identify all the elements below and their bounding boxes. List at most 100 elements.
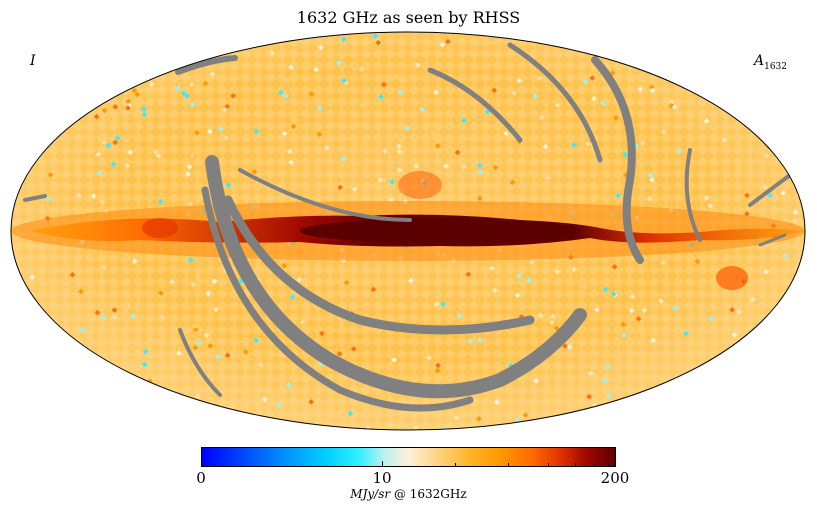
speckle-pixel [731,331,738,338]
speckle-pixel [213,375,220,382]
speckle-pixel [158,290,164,296]
speckle-pixel [602,286,609,293]
speckle-pixel [703,195,710,201]
speckle-pixel [286,148,293,155]
speckle-pixel [382,177,388,184]
galactic-center-core [300,219,580,243]
speckle-pixel [708,315,715,322]
speckle-pixel [319,330,325,337]
speckle-pixel [439,41,446,48]
speckle-pixel [544,174,551,181]
speckle-pixel [130,313,136,320]
speckle-pixel [585,140,591,147]
speckle-pixel [251,168,258,175]
speckle-pixel [454,149,461,156]
speckle-pixel [713,197,719,204]
speckle-pixel [261,396,268,403]
speckle-pixel [477,169,484,175]
speckle-pixel [396,148,403,155]
speckle-pixel [749,296,756,303]
speckle-pixel [489,265,495,271]
speckle-pixel [413,163,420,170]
speckle-pixel [381,81,387,88]
speckle-pixel [476,415,482,422]
ophiuchus-cloud [398,171,442,199]
mask-dash-right-2 [758,233,787,247]
speckle-pixel [207,342,214,349]
colorbar [201,447,616,467]
speckle-pixel [191,323,198,330]
speckle-pixel [125,98,132,105]
speckle-pixel [393,73,399,80]
speckle-pixel [571,142,577,148]
frequency-label-sub: 1632 [764,61,787,72]
mask-arc-large [205,155,587,399]
speckle-pixel [600,100,607,107]
speckle-pixel [440,301,447,307]
speckle-pixel [408,277,414,284]
speckle-pixel [187,201,193,208]
speckle-pixel [206,128,213,135]
speckle-pixel [187,257,194,263]
speckle-pixel [209,71,216,78]
colorbar-unit-value: MJy/sr [350,487,391,501]
speckle-pixel [281,130,288,137]
speckle-pixel [626,86,633,92]
speckle-pixel [671,104,678,110]
speckle-pixel [185,171,191,178]
speckle-pixel [127,149,134,156]
speckle-pixel [602,377,608,384]
speckle-pixel [683,330,689,337]
speckle-pixel [639,140,646,147]
speckle-pixel [393,131,400,138]
speckle-pixel [620,321,627,328]
colorbar-min-label: 0 [196,469,206,487]
speckle-pixel [613,115,619,121]
colorbar-tick [508,463,509,467]
speckle-pixel [660,259,667,266]
colorbar-tick [575,463,576,467]
speckle-pixel [562,343,568,349]
speckle-pixel [591,95,597,102]
speckle-pixel [276,402,283,408]
colorbar-tick [201,461,202,467]
speckle-pixel [381,148,388,154]
speckle-pixel [268,72,275,79]
speckle-pixel [217,126,224,132]
colorbar-tick [594,463,595,467]
speckle-pixel [347,410,354,417]
speckle-pixel [605,364,611,371]
colorbar-unit: MJy/sr @ 1632GHz [0,487,817,501]
map-border [10,31,806,431]
speckle-pixel [460,117,467,124]
speckle-pixel [338,321,345,328]
speckle-pixel [469,84,476,90]
speckle-pixel [253,128,260,135]
speckle-pixel [516,273,522,279]
speckle-pixel [141,361,148,368]
speckle-pixel [415,62,421,68]
speckle-pixel [253,337,259,344]
speckle-pixel [372,33,379,40]
speckle-pixel [763,269,770,275]
speckle-pixel [112,104,119,110]
colorbar-tick [548,463,549,467]
speckle-pixel [395,143,402,149]
speckle-pixel [101,107,108,114]
speckle-pixel [299,319,306,325]
speckle-pixel [308,91,315,97]
speckle-pixel [587,370,594,377]
speckle-pixel [476,162,483,169]
speckle-pixel [782,252,789,259]
speckle-pixel [159,314,166,321]
speckle-pixel [284,77,290,84]
speckle-pixel [434,367,441,374]
speckle-pixel [176,350,183,357]
speckle-pixel [203,332,210,338]
speckle-pixel [413,425,419,430]
speckle-pixel [707,203,714,209]
speckle-pixel [589,75,596,81]
speckle-pixel [313,66,320,73]
speckle-pixel [341,77,347,84]
